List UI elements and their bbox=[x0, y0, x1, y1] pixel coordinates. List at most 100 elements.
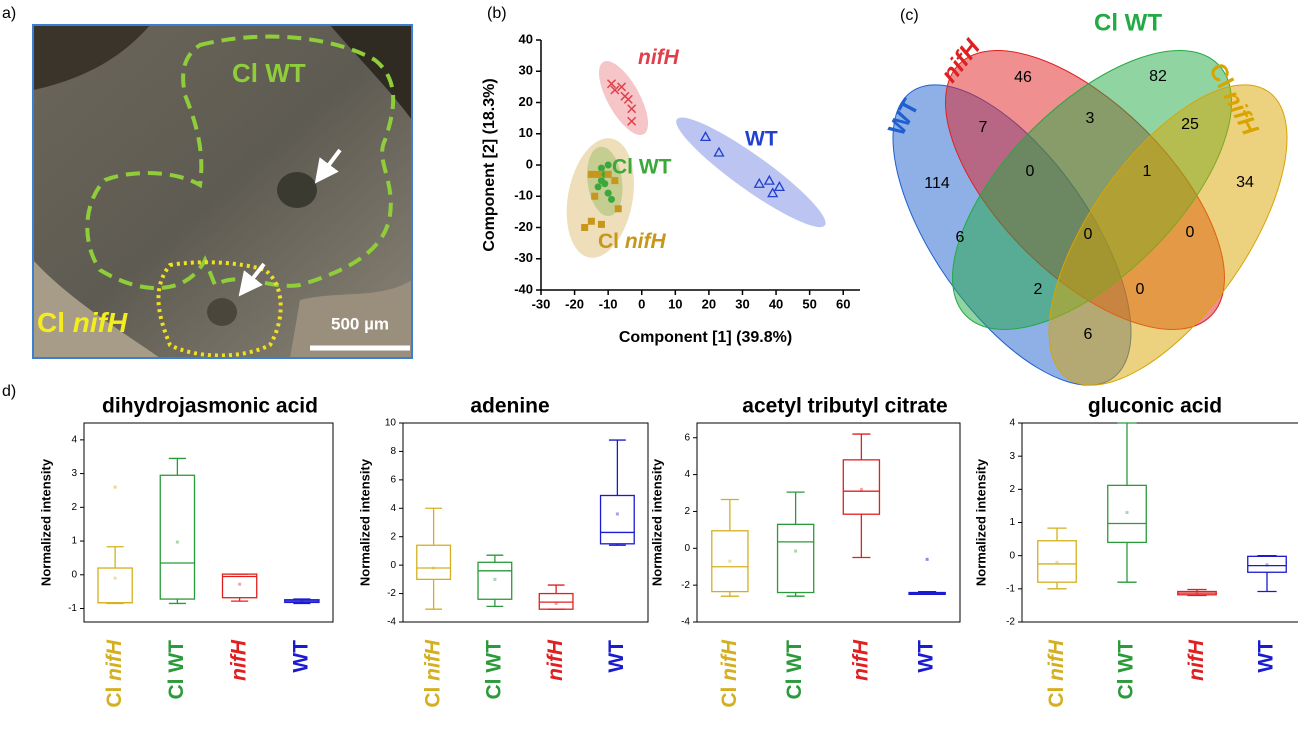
set-label: Cl WT bbox=[1094, 9, 1162, 36]
region-label: Cl nifH bbox=[37, 307, 128, 338]
y-tick-label: 4 bbox=[684, 469, 690, 480]
x-tick-label: Cl WT bbox=[482, 640, 505, 700]
point bbox=[581, 224, 588, 231]
mean bbox=[1126, 511, 1129, 514]
box bbox=[539, 594, 573, 610]
x-tick-label: Cl nifH bbox=[1045, 639, 1068, 707]
point bbox=[591, 193, 598, 200]
x-tick-label: Cl WT bbox=[1115, 640, 1138, 700]
y-tick-label: 10 bbox=[519, 125, 533, 140]
y-tick-label: -2 bbox=[1006, 617, 1015, 628]
x-axis-label: Component [1] (39.8%) bbox=[619, 329, 792, 346]
y-tick-label: -1 bbox=[1006, 583, 1015, 594]
y-tick-label: 10 bbox=[385, 418, 397, 429]
box bbox=[843, 460, 879, 514]
series-label: nifH bbox=[638, 46, 680, 69]
region-count: 114 bbox=[924, 175, 950, 192]
mean bbox=[432, 566, 435, 569]
x-tick-label: 60 bbox=[836, 296, 850, 311]
plot-frame bbox=[84, 423, 333, 622]
mean bbox=[1056, 561, 1059, 564]
x-tick-label: -20 bbox=[565, 296, 584, 311]
figure: a) Cl WT Cl nifH 500 µm (b)-30-20-100102… bbox=[0, 0, 1298, 732]
point bbox=[605, 190, 612, 197]
point bbox=[598, 165, 605, 172]
mean bbox=[493, 578, 496, 581]
y-tick-label: 4 bbox=[1009, 418, 1015, 429]
plot-frame bbox=[403, 423, 648, 622]
y-tick-label: 0 bbox=[390, 560, 396, 571]
region-count: 6 bbox=[1084, 326, 1093, 343]
y-tick-label: 2 bbox=[1009, 484, 1015, 495]
y-tick-label: 1 bbox=[71, 536, 77, 547]
y-tick-label: 6 bbox=[390, 474, 396, 485]
box bbox=[778, 524, 814, 592]
x-tick-label: WT bbox=[915, 640, 938, 673]
x-tick-label: WT bbox=[605, 640, 628, 673]
y-tick-label: -2 bbox=[387, 588, 396, 599]
y-tick-label: 0 bbox=[526, 156, 533, 171]
x-tick-label: 40 bbox=[769, 296, 783, 311]
region-count: 1 bbox=[1143, 163, 1152, 180]
y-tick-label: -2 bbox=[681, 580, 690, 591]
x-tick-label: Cl nifH bbox=[421, 639, 444, 707]
y-tick-label: 40 bbox=[519, 31, 533, 46]
x-tick-label: Cl nifH bbox=[103, 639, 126, 707]
x-tick-label: 0 bbox=[638, 296, 645, 311]
point bbox=[615, 205, 622, 212]
y-tick-label: 0 bbox=[1009, 550, 1015, 561]
x-tick-label: nifH bbox=[1185, 639, 1208, 681]
y-tick-label: -4 bbox=[681, 617, 690, 628]
y-axis-label: Normalized intensity bbox=[357, 458, 372, 586]
point bbox=[595, 171, 602, 178]
chart-title: dihydrojasmonic acid bbox=[102, 395, 318, 418]
region-count: 0 bbox=[1084, 226, 1093, 243]
y-tick-label: 0 bbox=[71, 569, 77, 580]
point bbox=[598, 177, 605, 184]
y-axis-label: Normalized intensity bbox=[38, 458, 53, 586]
box bbox=[98, 568, 132, 603]
panel-label: d) bbox=[2, 383, 16, 400]
region-count: 46 bbox=[1014, 69, 1032, 86]
y-tick-label: 3 bbox=[1009, 451, 1015, 462]
mean bbox=[860, 488, 863, 491]
point bbox=[598, 221, 605, 228]
mean bbox=[1196, 591, 1199, 594]
point bbox=[605, 171, 612, 178]
y-tick-label: 4 bbox=[71, 435, 77, 446]
region-count: 3 bbox=[1086, 110, 1095, 127]
series-label: Cl nifH bbox=[598, 230, 666, 253]
y-tick-label: -20 bbox=[514, 219, 533, 234]
plot-frame bbox=[1022, 423, 1298, 622]
region-count: 7 bbox=[979, 119, 988, 136]
chart-title: adenine bbox=[470, 395, 549, 418]
mean bbox=[114, 577, 117, 580]
y-tick-label: 6 bbox=[684, 432, 690, 443]
mean bbox=[238, 583, 241, 586]
x-tick-label: Cl nifH bbox=[717, 639, 740, 707]
point bbox=[611, 177, 618, 184]
x-tick-label: WT bbox=[289, 640, 312, 673]
series-label: Cl WT bbox=[612, 156, 672, 179]
mean bbox=[616, 512, 619, 515]
outlier bbox=[114, 486, 117, 489]
box bbox=[223, 574, 257, 598]
outlier bbox=[926, 558, 929, 561]
box bbox=[601, 495, 635, 543]
mean bbox=[300, 600, 303, 603]
x-tick-label: Cl WT bbox=[165, 640, 188, 700]
mean bbox=[176, 541, 179, 544]
panel-label: (b) bbox=[487, 5, 507, 22]
y-tick-label: -4 bbox=[387, 617, 396, 628]
y-tick-label: 1 bbox=[1009, 517, 1015, 528]
y-tick-label: 30 bbox=[519, 63, 533, 78]
x-tick-label: nifH bbox=[849, 639, 872, 681]
box bbox=[417, 545, 451, 579]
scale-bar-label: 500 µm bbox=[331, 314, 389, 333]
x-tick-label: -10 bbox=[599, 296, 618, 311]
confidence-ellipse bbox=[667, 105, 835, 239]
region-count: 6 bbox=[956, 229, 965, 246]
y-axis-label: Normalized intensity bbox=[973, 458, 988, 586]
mean bbox=[926, 592, 929, 595]
y-tick-label: 8 bbox=[390, 446, 396, 457]
